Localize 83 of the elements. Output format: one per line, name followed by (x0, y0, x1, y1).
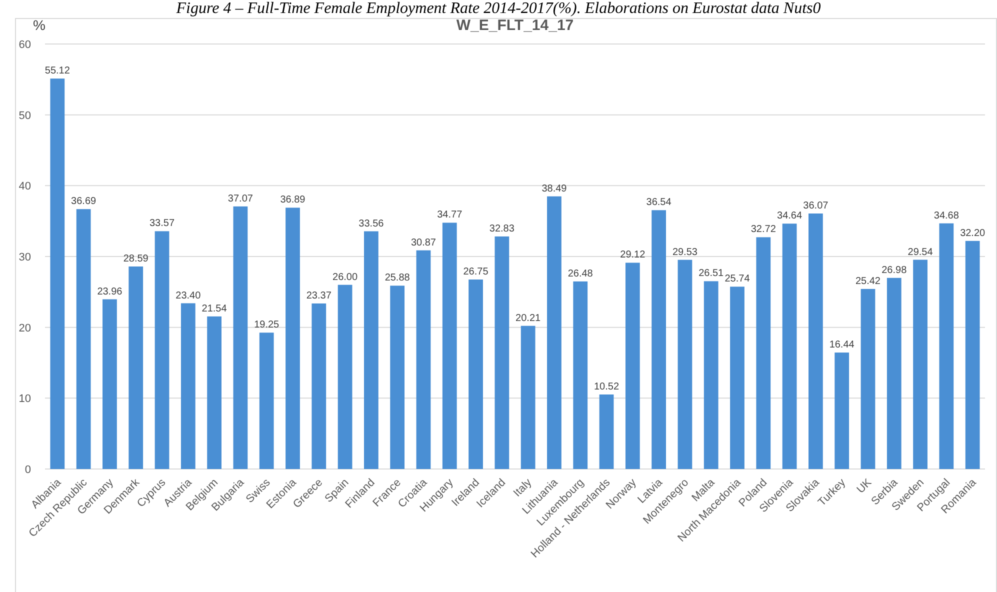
data-label: 34.64 (777, 210, 802, 222)
data-label: 16.44 (829, 340, 855, 351)
data-label: 25.88 (384, 272, 410, 284)
bar (599, 394, 614, 469)
data-label: 23.96 (97, 286, 123, 298)
y-tick-label: 30 (18, 252, 31, 264)
bar (312, 303, 326, 469)
bar (468, 280, 483, 469)
data-label: 30.87 (410, 237, 436, 248)
x-tick-label: UK (854, 476, 875, 496)
data-label: 19.25 (254, 320, 280, 331)
bar (730, 286, 744, 469)
bar (50, 78, 65, 469)
bar (678, 260, 692, 469)
y-tick-label: 50 (18, 110, 31, 122)
data-label: 29.53 (672, 246, 698, 258)
data-label: 33.57 (149, 218, 175, 230)
bar (338, 284, 352, 469)
data-label: 26.48 (568, 268, 594, 280)
data-label: 29.54 (908, 246, 934, 258)
chart-title: W_E_FLT_14_17 (456, 17, 574, 34)
bar (494, 236, 510, 469)
data-label: 26.51 (698, 268, 724, 280)
data-label: 38.49 (542, 183, 568, 194)
data-label: 55.12 (44, 66, 70, 77)
bar (416, 250, 431, 469)
bar (756, 237, 771, 469)
y-tick-label: 10 (18, 393, 31, 406)
bar (520, 326, 536, 469)
y-tick-label: 40 (18, 180, 31, 193)
data-label: 25.42 (855, 276, 881, 287)
bar (442, 222, 457, 469)
data-label: 21.54 (202, 303, 228, 314)
bar (782, 224, 797, 469)
bar (259, 332, 274, 469)
bar (128, 266, 144, 469)
data-label: 32.20 (960, 228, 986, 239)
bar (180, 303, 196, 469)
y-axis-title: % (33, 17, 46, 33)
bar (286, 208, 300, 469)
data-label: 34.77 (437, 210, 463, 221)
bar (102, 299, 117, 469)
bar (573, 281, 588, 469)
data-label: 36.07 (803, 200, 829, 212)
data-label: 28.59 (123, 253, 149, 264)
bar (886, 278, 902, 469)
bar (913, 260, 928, 469)
data-label: 26.75 (463, 266, 489, 278)
data-label: 32.72 (750, 224, 776, 236)
data-label: 26.98 (882, 264, 908, 276)
bar (834, 352, 850, 469)
bar (154, 231, 170, 469)
data-label: 34.68 (934, 210, 960, 222)
data-label: 37.07 (228, 193, 254, 204)
data-label: 26.00 (332, 272, 358, 283)
data-label: 29.12 (620, 250, 646, 261)
y-tick-label: 60 (18, 39, 31, 51)
bar (939, 223, 954, 469)
data-label: 20.21 (516, 312, 542, 324)
bar (860, 288, 876, 469)
data-label: 23.40 (176, 290, 202, 302)
data-label: 23.37 (306, 290, 332, 302)
data-label: 10.52 (594, 381, 620, 392)
bar (390, 286, 405, 469)
bar (364, 231, 378, 469)
data-label: 33.56 (358, 218, 384, 230)
y-tick-label: 20 (18, 322, 31, 334)
bar (704, 281, 718, 469)
bar (76, 209, 91, 469)
data-label: 36.54 (646, 197, 672, 208)
data-label: 36.89 (280, 194, 306, 206)
bar (207, 316, 222, 469)
caption: Figure 4 – Full-Time Female Employment Rate 2014-2017(%). Elaborations on Eurostat data Nuts0 (175, 0, 821, 17)
bar (547, 196, 562, 469)
bar (808, 214, 823, 469)
bar (233, 206, 248, 469)
y-tick-label: 0 (24, 464, 31, 476)
bar (965, 240, 980, 469)
data-label: 32.83 (489, 223, 515, 234)
bar (625, 262, 640, 469)
data-label: 25.74 (724, 274, 750, 285)
bar (652, 210, 666, 469)
data-label: 36.69 (71, 196, 97, 208)
